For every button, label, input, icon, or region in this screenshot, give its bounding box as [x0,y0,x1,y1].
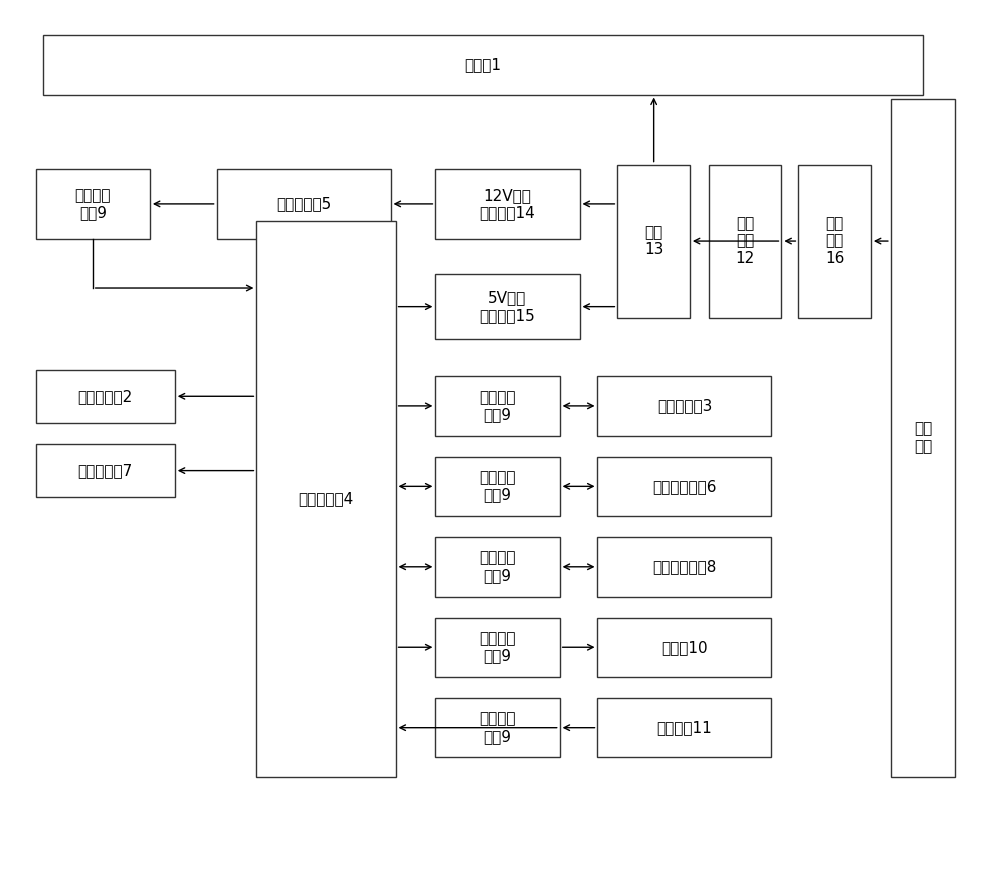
Text: 5V电源
稳压模块15: 5V电源 稳压模块15 [480,290,535,323]
Text: 环境传感器3: 环境传感器3 [657,399,712,414]
FancyBboxPatch shape [798,165,871,318]
FancyBboxPatch shape [597,698,771,758]
Text: 逻辑控制器4: 逻辑控制器4 [298,492,354,507]
FancyBboxPatch shape [36,370,175,422]
Text: 内部通信
模块9: 内部通信 模块9 [479,390,516,422]
Text: 第一存储器2: 第一存储器2 [78,389,133,404]
Text: 12V电源
稳压模块14: 12V电源 稳压模块14 [480,187,535,220]
Text: 外部
供电: 外部 供电 [914,422,932,454]
FancyBboxPatch shape [597,618,771,677]
Text: 内部通信
模块9: 内部通信 模块9 [479,712,516,744]
Text: 内部通信
模块9: 内部通信 模块9 [75,187,111,220]
FancyBboxPatch shape [36,169,150,238]
Text: 卫星定位模块6: 卫星定位模块6 [652,479,717,494]
Text: 开关
13: 开关 13 [644,225,663,257]
Text: 内部
电池
12: 内部 电池 12 [736,216,755,266]
FancyBboxPatch shape [256,222,396,777]
FancyBboxPatch shape [435,274,580,340]
Text: 第二存储器7: 第二存储器7 [78,463,133,478]
FancyBboxPatch shape [43,35,923,94]
FancyBboxPatch shape [709,165,781,318]
FancyBboxPatch shape [36,444,175,497]
Text: 内部通信
模块9: 内部通信 模块9 [479,551,516,583]
FancyBboxPatch shape [435,618,560,677]
Text: 外部通信模块8: 外部通信模块8 [652,560,717,575]
FancyBboxPatch shape [891,99,955,777]
Text: 操作键盘11: 操作键盘11 [657,720,712,735]
FancyBboxPatch shape [435,376,560,436]
Text: 内部通信
模块9: 内部通信 模块9 [479,470,516,502]
FancyBboxPatch shape [435,457,560,516]
Text: 显示器10: 显示器10 [661,640,708,655]
FancyBboxPatch shape [597,376,771,436]
Text: 外置泵1: 外置泵1 [464,57,501,72]
FancyBboxPatch shape [435,169,580,238]
FancyBboxPatch shape [217,169,391,238]
Text: 内部通信
模块9: 内部通信 模块9 [479,631,516,664]
FancyBboxPatch shape [597,537,771,597]
Text: 充电
接口
16: 充电 接口 16 [825,216,844,266]
FancyBboxPatch shape [597,457,771,516]
Text: 臭氧传感器5: 臭氧传感器5 [276,196,331,211]
FancyBboxPatch shape [617,165,690,318]
FancyBboxPatch shape [435,537,560,597]
FancyBboxPatch shape [435,698,560,758]
